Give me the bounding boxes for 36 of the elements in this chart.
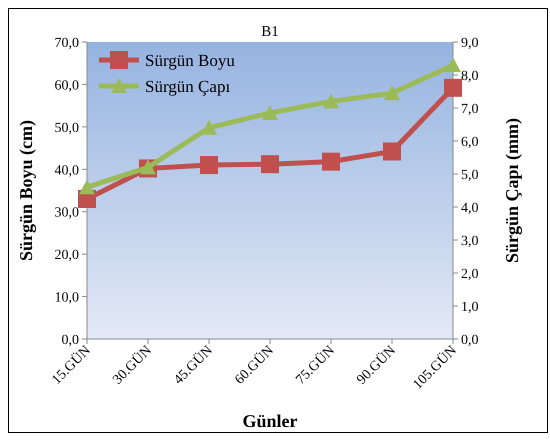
y2-tick-label: 3,0 [461,234,478,249]
y2-tick-label: 4,0 [461,201,478,216]
y2-tick-label: 8,0 [461,69,478,84]
y-tick-label: 40,0 [54,163,79,178]
chart-title: B1 [261,24,279,40]
point [261,155,279,174]
y-tick-label: 20,0 [54,248,79,264]
point [444,78,462,97]
legend-label: Sürgün Çapı [145,77,230,96]
y2-tick-label: 5,0 [461,168,478,183]
y2-tick-label: 6,0 [461,135,478,150]
point [323,93,339,108]
y-tick-label: 70,0 [54,36,79,51]
y2-tick-label: 2,0 [461,267,478,282]
y2-tick-label: 7,0 [461,102,478,117]
point [79,179,95,194]
y2-tick-label: 0,0 [461,333,478,348]
point [383,142,401,160]
y-tick-label: 30,0 [54,206,79,221]
y-axis-title: Sürgün Boyu (cm) [16,120,36,262]
y2-tick-label: 9,0 [461,36,478,51]
y-tick-label: 50,0 [54,120,79,136]
point [384,85,400,100]
x-axis-title: Günler [242,411,298,431]
point [201,120,217,135]
point [262,104,278,120]
y2-axis-title: Sürgün Çapı (mm) [502,118,522,264]
point [140,159,156,174]
point [445,57,461,72]
y2-tick-label: 1,0 [461,300,478,315]
point [200,156,218,174]
point [322,152,340,171]
y-tick-label: 0,0 [62,333,79,348]
y-tick-label: 60,0 [54,78,79,94]
legend-label: Sürgün Boyu [145,51,236,70]
y-tick-label: 10,0 [54,290,79,306]
